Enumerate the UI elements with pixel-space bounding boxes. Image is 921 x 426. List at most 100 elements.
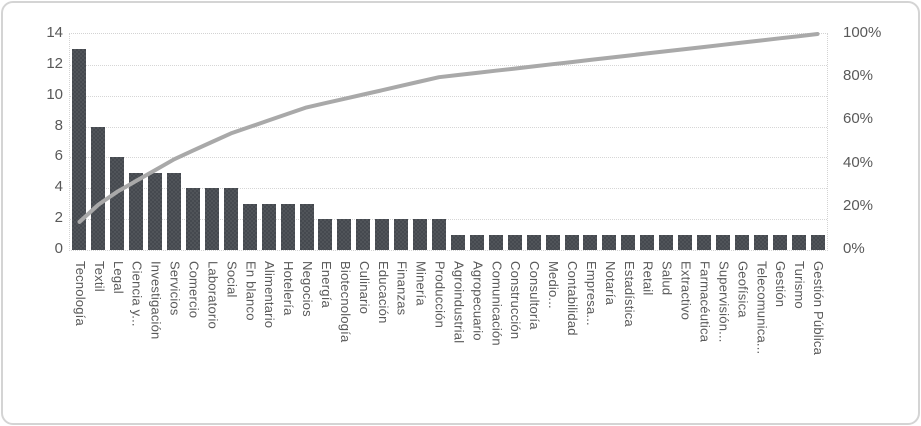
category-label-Estadística: Estadística <box>621 261 637 327</box>
bar-Laboratorio <box>204 188 219 250</box>
right-axis-tick-60%: 60% <box>843 110 874 128</box>
category-label-Agropecuario: Agropecuario <box>470 261 486 341</box>
left-axis-tick-10: 10 <box>46 85 63 103</box>
bar-Agropecuario <box>469 234 484 250</box>
category-label-Notaría: Notaría <box>602 261 618 306</box>
cumulative-percent-polyline <box>77 32 820 224</box>
gridline <box>70 157 827 159</box>
left-axis-tick-6: 6 <box>54 147 63 165</box>
left-axis-tick-14: 14 <box>46 24 63 41</box>
bar-Negocios <box>299 203 314 250</box>
bar-Telecomunica... <box>753 234 768 250</box>
bar-Estadística <box>621 234 636 250</box>
bar-Alimentario <box>261 203 276 250</box>
category-label-Gestión: Gestión <box>773 261 789 308</box>
bar-Medio... <box>545 234 560 250</box>
category-label-Comunicación: Comunicación <box>489 261 505 346</box>
plot-area <box>69 32 828 251</box>
category-label-Laboratorio: Laboratorio <box>205 261 221 329</box>
bar-Retail <box>640 234 655 250</box>
bar-Educación <box>375 219 390 250</box>
category-label-Finanzas: Finanzas <box>394 261 410 316</box>
bar-Culinario <box>356 219 371 250</box>
category-label-Medio...: Medio... <box>546 261 562 309</box>
category-label-Turismo: Turismo <box>792 261 808 309</box>
category-label-Minería: Minería <box>413 261 429 306</box>
bar-Minería <box>413 219 428 250</box>
bar-Farmacéutica <box>696 234 711 250</box>
bar-Tecnología <box>72 49 87 250</box>
category-label-Contabilidad: Contabilidad <box>565 261 580 336</box>
category-label-Consultoría: Consultoría <box>527 261 543 330</box>
category-label-Telecomunica...: Telecomunica... <box>754 261 770 355</box>
bar-Construcción <box>507 234 522 250</box>
category-label-Farmacéutica: Farmacéutica <box>697 261 713 343</box>
category-label-Hotelería: Hotelería <box>281 261 297 316</box>
bar-Comunicación <box>488 234 503 250</box>
left-axis-tick-2: 2 <box>54 209 63 227</box>
gridline <box>70 64 827 66</box>
category-label-Legal: Legal <box>110 261 126 294</box>
category-label-Producción: Producción <box>432 261 448 329</box>
bar-Producción <box>432 219 447 250</box>
gridline <box>70 219 827 221</box>
category-label-Biotecnología: Biotecnología <box>337 261 353 343</box>
category-label-Supervisión...: Supervisión... <box>716 261 732 343</box>
bar-Supervisión... <box>715 234 730 250</box>
category-label-Energía: Energía <box>318 261 334 308</box>
category-label-Alimentario: Alimentario <box>262 261 278 329</box>
category-label-En blanco: En blanco <box>243 261 259 321</box>
category-label-Retail: Retail <box>640 261 656 296</box>
left-axis-tick-0: 0 <box>54 240 63 257</box>
category-label-Culinario: Culinario <box>356 261 372 315</box>
bar-Social <box>223 188 238 250</box>
right-axis-tick-20%: 20% <box>843 196 874 214</box>
category-label-Geofísica: Geofísica <box>735 261 751 318</box>
category-label-Comercio: Comercio <box>186 261 202 319</box>
bar-Servicios <box>167 172 182 250</box>
category-label-Agroindustrial: Agroindustrial <box>451 261 467 344</box>
right-axis-tick-40%: 40% <box>843 153 874 171</box>
left-axis-tick-8: 8 <box>54 116 63 134</box>
gridline <box>70 188 827 190</box>
bar-Energía <box>318 219 333 250</box>
right-axis-tick-0%: 0% <box>843 240 865 257</box>
right-axis-tick-80%: 80% <box>843 67 874 85</box>
bar-Salud <box>659 234 674 250</box>
category-label-Salud: Salud <box>659 261 675 296</box>
category-label-Extractivo: Extractivo <box>678 261 694 321</box>
gridline <box>70 95 827 97</box>
category-label-Servicios: Servicios <box>167 261 183 316</box>
bar-Turismo <box>791 234 806 250</box>
bar-Investigación <box>148 172 163 250</box>
category-label-Investigación: Investigación <box>148 261 164 340</box>
category-label-Gestión Pública: Gestión Pública <box>811 261 827 356</box>
bar-Agroindustrial <box>450 234 465 250</box>
bar-Geofísica <box>734 234 749 250</box>
cumulative-line <box>77 32 820 224</box>
bar-Gestión Pública <box>810 234 825 250</box>
category-label-Textil: Textil <box>91 261 107 292</box>
category-label-Negocios: Negocios <box>300 261 316 317</box>
left-axis-tick-4: 4 <box>54 178 63 196</box>
bar-Empresa... <box>583 234 598 250</box>
bar-Extractivo <box>678 234 693 250</box>
category-label-Educación: Educación <box>375 261 391 324</box>
bar-Biotecnología <box>337 219 352 250</box>
right-axis-tick-100%: 100% <box>843 24 882 41</box>
left-axis-tick-12: 12 <box>46 54 63 72</box>
category-label-Empresa...: Empresa... <box>583 261 599 326</box>
bar-Textil <box>91 126 106 250</box>
category-label-Ciencia y...: Ciencia y... <box>129 261 145 327</box>
bar-Finanzas <box>394 219 409 250</box>
bar-Notaría <box>602 234 617 250</box>
bar-Comercio <box>186 188 200 250</box>
bar-Gestión <box>772 234 787 250</box>
bar-Hotelería <box>280 203 295 250</box>
bar-Legal <box>110 157 125 250</box>
category-label-Construcción: Construcción <box>508 261 524 340</box>
bar-Consultoría <box>526 234 541 250</box>
category-label-Tecnología: Tecnología <box>72 261 88 326</box>
